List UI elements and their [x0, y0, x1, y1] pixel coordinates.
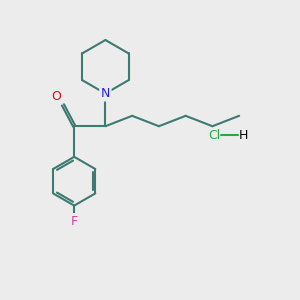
- Text: H: H: [239, 129, 248, 142]
- Text: O: O: [51, 90, 61, 103]
- Text: Cl: Cl: [209, 129, 221, 142]
- Text: F: F: [70, 214, 78, 227]
- Text: N: N: [101, 87, 110, 100]
